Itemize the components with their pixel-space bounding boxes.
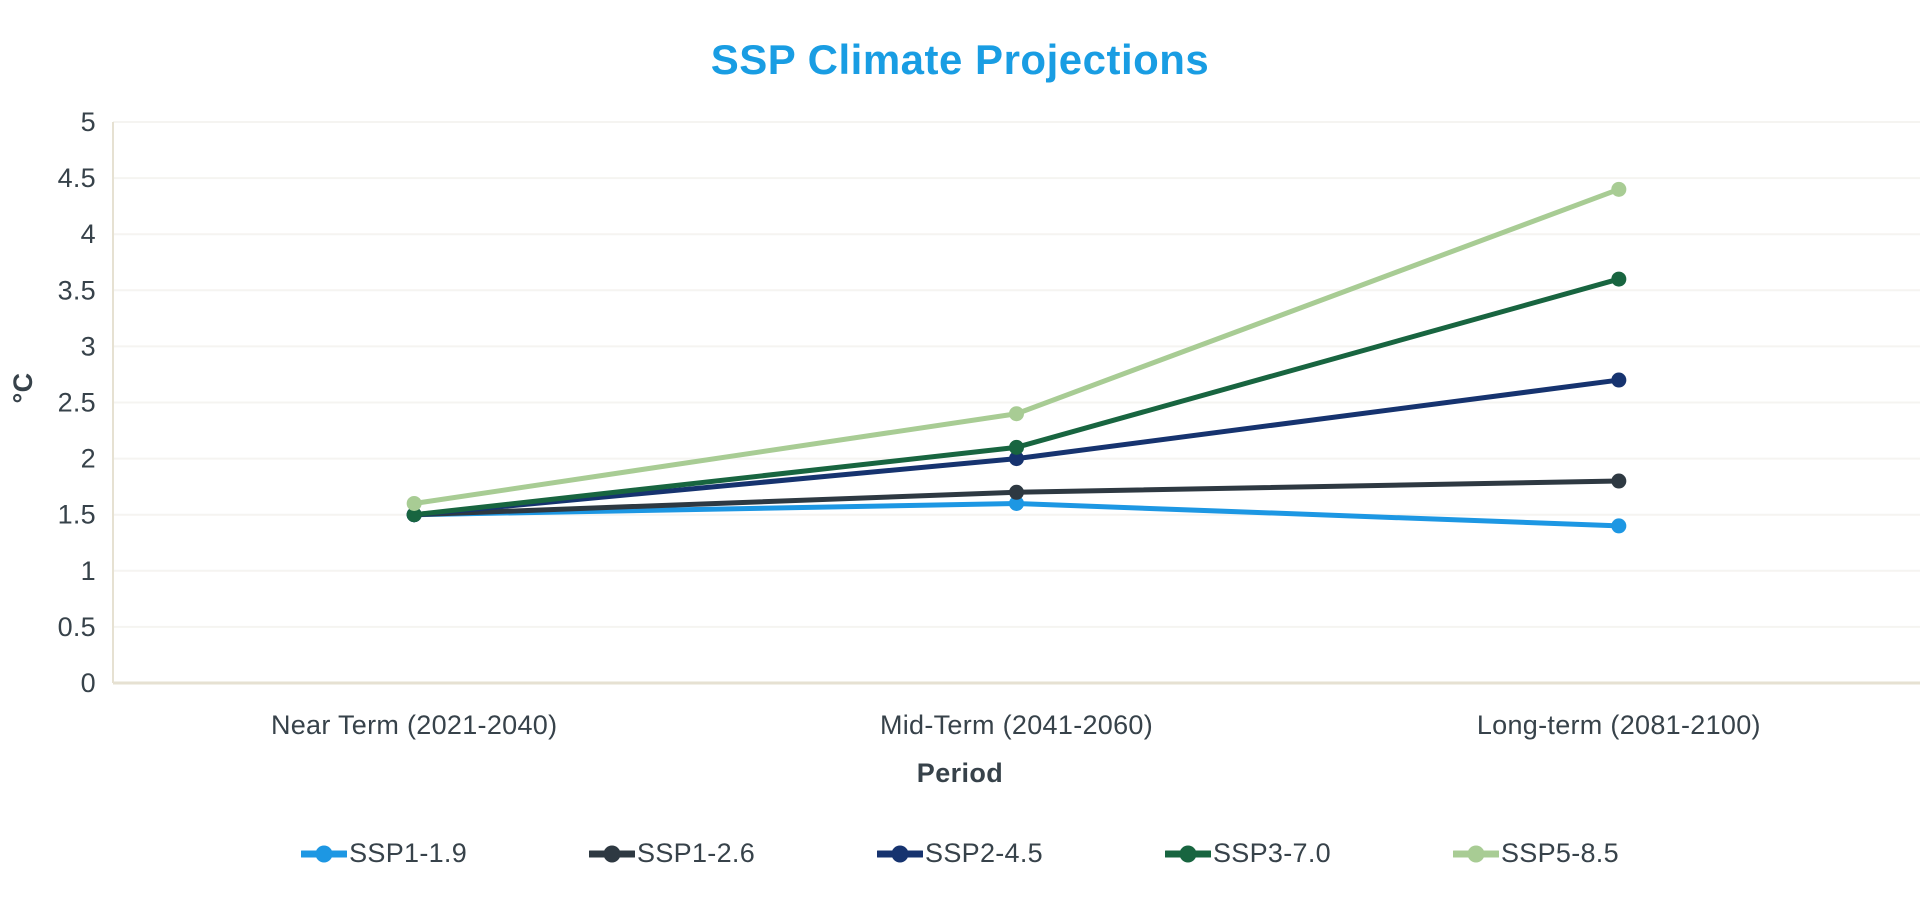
x-axis-title: Period bbox=[916, 758, 1004, 788]
legend-item-SSP2-4.5: SSP2-4.5 bbox=[877, 838, 1043, 869]
legend-label: SSP5-8.5 bbox=[1500, 838, 1619, 868]
y-tick-label: 1.5 bbox=[58, 500, 96, 530]
y-axis-title: °C bbox=[8, 372, 38, 404]
legend-dot bbox=[891, 845, 909, 862]
y-tick-label: 2 bbox=[81, 444, 96, 474]
legend-marker-icon bbox=[877, 845, 924, 862]
data-point-SSP1-1.9 bbox=[1009, 495, 1024, 511]
x-tick-label: Mid-Term (2041-2060) bbox=[880, 710, 1153, 740]
legend-dot bbox=[1467, 845, 1485, 862]
y-tick-label: 2.5 bbox=[58, 388, 96, 418]
legend-dot bbox=[603, 845, 621, 862]
data-point-SSP3-7.0 bbox=[406, 507, 422, 523]
chart-title: SSP Climate Projections bbox=[710, 36, 1210, 83]
y-tick-label: 3.5 bbox=[58, 275, 96, 305]
legend-marker-icon bbox=[1452, 845, 1499, 862]
data-point-SSP5-8.5 bbox=[406, 495, 422, 511]
x-tick-label: Long-term (2081-2100) bbox=[1477, 710, 1761, 740]
data-point-SSP5-8.5 bbox=[1009, 406, 1024, 422]
data-point-SSP2-4.5 bbox=[1611, 372, 1627, 388]
y-tick-label: 5 bbox=[81, 107, 96, 137]
series-line-SSP3-7.0 bbox=[411, 276, 1622, 518]
legend: SSP1-1.9 SSP1-2.6 SSP2-4.5 SSP3-7.0 SSP5-8.5 bbox=[0, 838, 1920, 869]
data-point-SSP1-1.9 bbox=[1611, 518, 1627, 534]
data-point-SSP1-2.6 bbox=[1009, 484, 1024, 500]
legend-marker-icon bbox=[1164, 845, 1211, 862]
legend-dot bbox=[1179, 845, 1197, 862]
data-point-SSP3-7.0 bbox=[1611, 271, 1627, 287]
y-tick-label: 1 bbox=[81, 556, 96, 586]
legend-marker-icon bbox=[301, 845, 348, 862]
legend-item-SSP1-2.6: SSP1-2.6 bbox=[589, 838, 755, 869]
legend-dot bbox=[315, 845, 333, 862]
legend-label: SSP2-4.5 bbox=[925, 838, 1043, 868]
y-tick-label: 3 bbox=[81, 331, 96, 361]
data-point-SSP2-4.5 bbox=[1009, 451, 1024, 467]
legend-item-SSP3-7.0: SSP3-7.0 bbox=[1164, 838, 1331, 869]
data-point-SSP3-7.0 bbox=[1009, 439, 1024, 455]
legend-item-SSP5-8.5: SSP5-8.5 bbox=[1452, 838, 1619, 869]
legend-marker-icon bbox=[589, 845, 636, 862]
y-tick-label: 4 bbox=[81, 219, 96, 249]
y-tick-label: 0.5 bbox=[58, 612, 96, 642]
data-point-SSP1-2.6 bbox=[1611, 473, 1627, 489]
x-tick-label: Near Term (2021-2040) bbox=[271, 710, 557, 740]
y-tick-label: 4.5 bbox=[58, 163, 96, 193]
legend-label: SSP3-7.0 bbox=[1212, 838, 1331, 868]
y-tick-label: 0 bbox=[81, 668, 96, 698]
data-point-SSP5-8.5 bbox=[1611, 181, 1627, 197]
legend-item-SSP1-1.9: SSP1-1.9 bbox=[301, 838, 467, 869]
legend-label: SSP1-1.9 bbox=[349, 838, 468, 868]
legend-label: SSP1-2.6 bbox=[637, 838, 756, 868]
